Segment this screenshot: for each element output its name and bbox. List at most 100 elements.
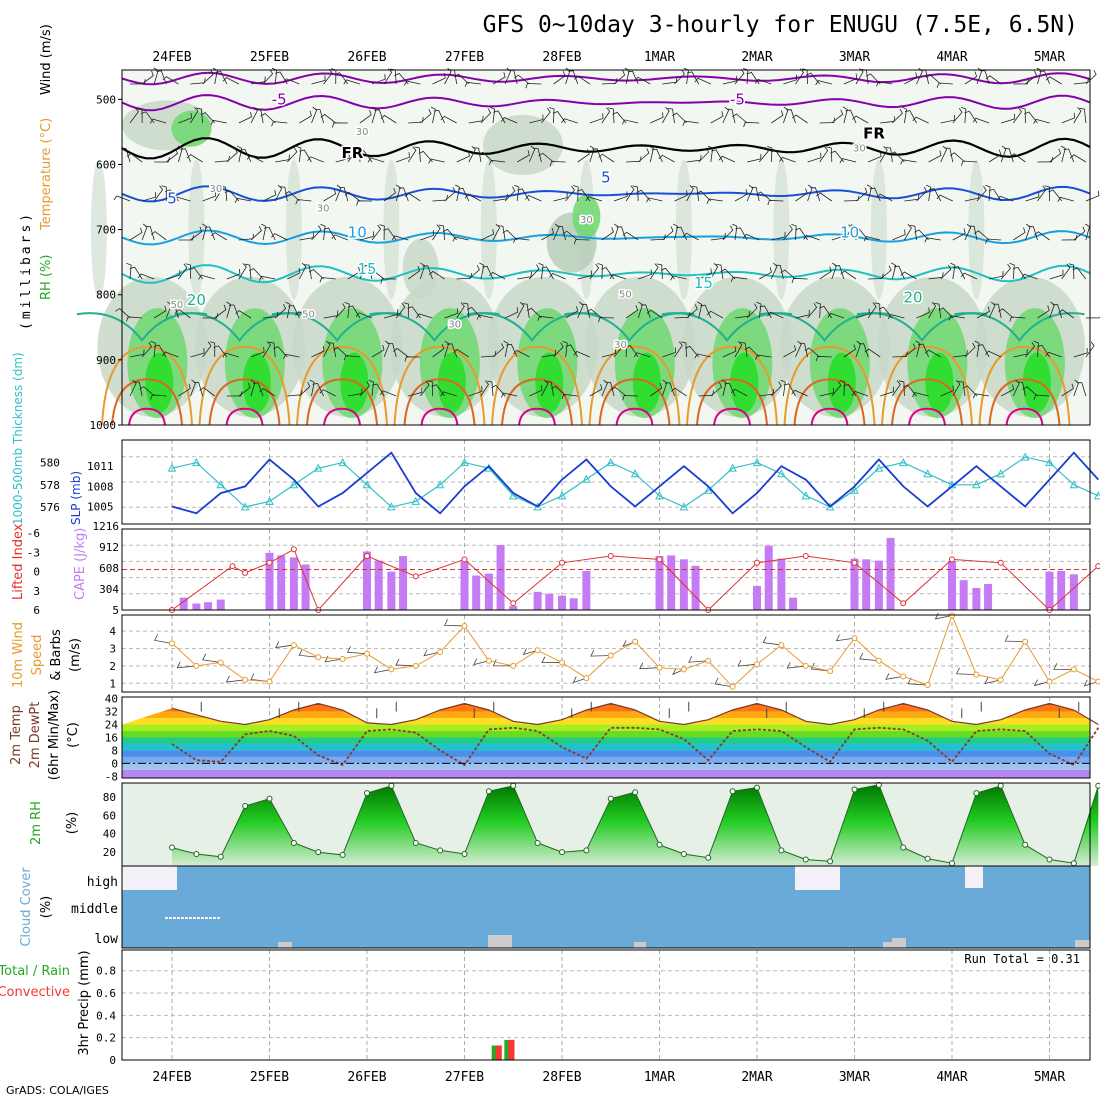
thickness-line-point (338, 458, 347, 467)
wind-barb (393, 347, 409, 358)
wind-barb (964, 193, 980, 202)
wind-barb (843, 73, 858, 85)
contour-label: 50 (302, 310, 315, 321)
wind-barb (153, 344, 167, 358)
wind-barb (529, 385, 543, 397)
wind-barb (476, 314, 494, 320)
wind-barb (673, 223, 679, 241)
wind-barb (541, 379, 549, 397)
rh-tick-label: 20 (103, 846, 116, 859)
rh2m-line-point (412, 839, 419, 846)
contour-label: 30 (210, 184, 223, 195)
wind-barb (952, 107, 963, 124)
wind-barb (779, 156, 796, 163)
cape-bar (655, 556, 664, 610)
wind-barb (343, 355, 360, 361)
wind-barb (885, 147, 893, 163)
wind-barb (404, 192, 421, 202)
wind-barb (455, 184, 461, 202)
rh2m-line-point (778, 847, 785, 854)
wind-barb (960, 160, 978, 166)
isotherm-loop (588, 345, 681, 426)
wind-barb (952, 380, 961, 397)
isotherm-loop (891, 378, 963, 426)
wind-barb (831, 230, 846, 241)
wind10m-barb (859, 652, 879, 662)
wind-barb (467, 306, 482, 319)
temp-tick-label: 32 (105, 706, 118, 719)
cape-bar (472, 575, 481, 610)
rh-shade (90, 159, 107, 300)
wind-barb (744, 346, 760, 358)
wind-barb (646, 197, 663, 203)
thickness-line-point (411, 496, 421, 505)
wind-barb (482, 265, 494, 280)
wind-barb (165, 189, 179, 202)
wind-barb (457, 187, 470, 202)
wind-barb (912, 116, 929, 124)
wind10m-barb (672, 668, 685, 676)
wind-barb (731, 388, 748, 397)
lifted-index-line-point (461, 556, 468, 563)
rh-shade (730, 352, 759, 413)
wind-barb (868, 273, 884, 280)
wind-barb (404, 356, 421, 362)
cape-bar (289, 557, 298, 610)
panel-frame-temp (121, 696, 1091, 779)
date-label-bottom: 27FEB (445, 1070, 484, 1085)
wind-barb (974, 230, 990, 241)
date-label-bottom: 2MAR (741, 1070, 772, 1085)
isotherm-loop (978, 345, 1071, 426)
wind-barb (698, 147, 710, 163)
contour-label: -5 (272, 91, 287, 109)
wind-barb (637, 148, 650, 163)
wind-barb (936, 82, 953, 88)
wind-barb (985, 238, 1002, 244)
cape-bar (753, 585, 761, 610)
wind-barb (319, 277, 336, 283)
wind-barb (513, 349, 530, 358)
isotherm-loop (225, 407, 264, 426)
isotherm-loop (810, 407, 849, 426)
wind-barb (964, 110, 978, 124)
wind-barb (926, 184, 932, 202)
rh2m-line-point (339, 851, 346, 858)
lifted-index-line-point (290, 546, 297, 553)
wind-speed-line-point (364, 650, 370, 657)
wind-barb (746, 184, 754, 202)
wind-barb (791, 224, 797, 241)
wind-barb (649, 263, 659, 280)
rh2m-line-point (217, 853, 224, 860)
wind-barb (634, 76, 651, 85)
wind-barb (162, 76, 179, 85)
wind-barb (287, 267, 301, 280)
wind-speed-line-point (437, 649, 444, 656)
wind-barb (985, 75, 1002, 85)
wind-barb (371, 106, 377, 124)
wind-barb (468, 265, 480, 280)
thickness-line-point (777, 469, 786, 478)
wind-barb (581, 303, 591, 319)
rh-tick-label: 40 (103, 828, 116, 841)
wind-barb (771, 231, 786, 241)
wind-barb (815, 80, 832, 86)
wind-barb (759, 267, 772, 280)
cape-bar (179, 597, 188, 610)
temp-color-band (122, 769, 1090, 778)
date-label-top: 3MAR (839, 50, 870, 65)
thickness-line-point (923, 469, 932, 478)
wind-barb (866, 184, 872, 202)
wind-barb (311, 345, 325, 358)
wind-barb (307, 156, 324, 163)
wind-barb (234, 197, 252, 203)
wind-barb (621, 119, 639, 125)
wind-barb (462, 302, 470, 319)
wind-barb (126, 262, 132, 280)
isotherm-loop (518, 407, 556, 426)
wind-barb (175, 309, 191, 319)
wind-barb (988, 149, 1002, 163)
cape-bar (509, 606, 518, 610)
contour-label: 30 (356, 127, 369, 138)
wind-barb (686, 185, 694, 202)
wind-barb (925, 74, 941, 85)
